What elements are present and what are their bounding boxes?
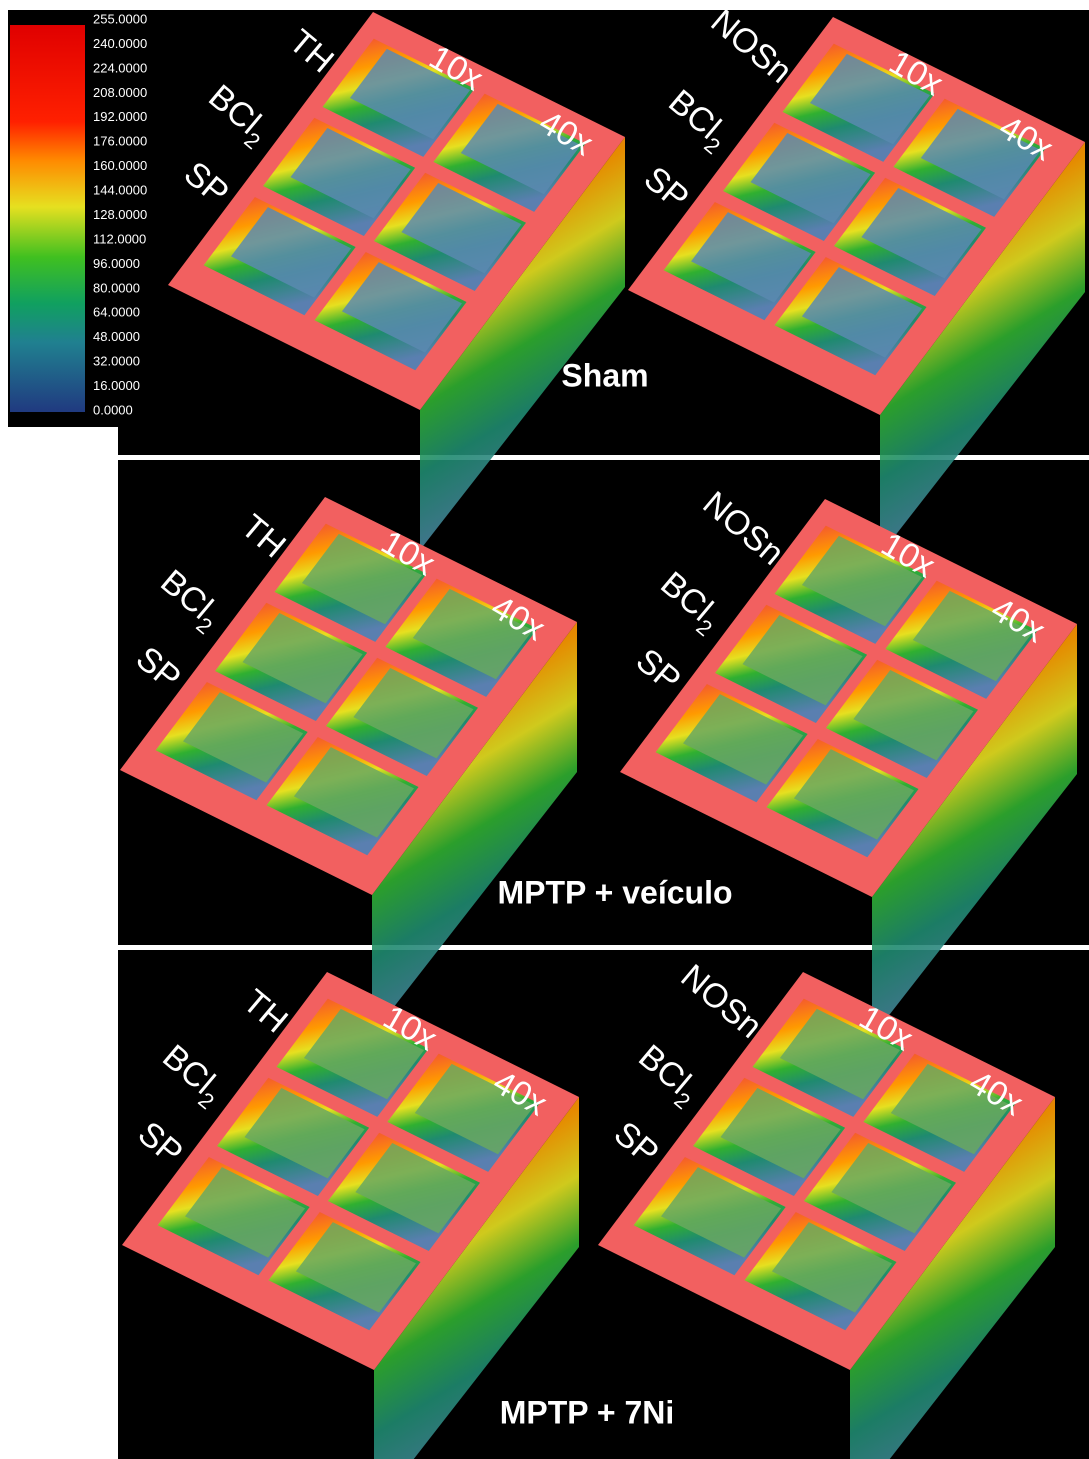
cell-floor — [301, 533, 422, 625]
plot-skirt — [880, 142, 1085, 555]
colorbar-label: 96.0000 — [93, 256, 140, 271]
panel-title: MPTP + veículo — [497, 874, 732, 910]
cell-floor — [831, 1143, 952, 1234]
cell-floor — [809, 53, 930, 145]
colorbar-label: 255.0000 — [93, 11, 147, 26]
colorbar-label: 48.0000 — [93, 329, 140, 344]
cell-floor — [355, 1143, 476, 1234]
colorbar — [10, 25, 85, 412]
cell-floor — [861, 188, 982, 279]
cell-floor — [853, 670, 974, 761]
cell-floor — [691, 212, 812, 303]
cell-floor — [720, 1088, 841, 1179]
cell-floor — [890, 1063, 1011, 1155]
colorbar-label: 0.0000 — [93, 402, 133, 417]
colorbar-label: 16.0000 — [93, 378, 140, 393]
cell-floor — [661, 1167, 782, 1258]
cell-floor — [185, 1167, 306, 1258]
colorbar-label: 224.0000 — [93, 60, 147, 75]
cell-floor — [779, 1008, 900, 1100]
cell-floor — [290, 128, 411, 219]
cell-floor — [793, 749, 914, 840]
cell-floor — [349, 48, 470, 140]
colorbar-label: 208.0000 — [93, 85, 147, 100]
colorbar-label: 240.0000 — [93, 36, 147, 51]
cell-floor — [414, 1063, 535, 1155]
cell-floor — [412, 588, 533, 680]
colorbar-label: 80.0000 — [93, 280, 140, 295]
cell-floor — [683, 694, 804, 785]
cell-floor — [293, 747, 414, 838]
cell-floor — [801, 267, 922, 358]
cell-floor — [303, 1008, 424, 1100]
cell-floor — [460, 103, 581, 195]
colorbar-label: 176.0000 — [93, 134, 147, 149]
cell-floor — [231, 207, 352, 298]
plot-skirt — [872, 624, 1077, 1037]
colorbar-label: 160.0000 — [93, 158, 147, 173]
plot-skirt — [420, 137, 625, 550]
cell-floor — [912, 590, 1033, 682]
plots: THBCl2SP10x40xNOSnBCl2SP10x40xShamTHBCl2… — [120, 2, 1085, 1459]
cell-floor — [920, 108, 1041, 200]
colorbar-label: 112.0000 — [93, 231, 146, 246]
cell-floor — [183, 692, 304, 783]
cell-floor — [242, 613, 363, 704]
colorbar-label: 32.0000 — [93, 354, 140, 369]
colorbar-label: 192.0000 — [93, 109, 147, 124]
cell-floor — [771, 1222, 892, 1313]
panel-title: Sham — [561, 357, 648, 393]
cell-floor — [801, 535, 922, 627]
colorbar-label: 64.0000 — [93, 305, 140, 320]
cell-floor — [742, 615, 863, 706]
cell-floor — [353, 668, 474, 759]
colorbar-label: 144.0000 — [93, 183, 147, 198]
cell-floor — [295, 1222, 416, 1313]
plot-skirt — [850, 1097, 1055, 1459]
panel-title: MPTP + 7Ni — [500, 1394, 675, 1430]
cell-floor — [244, 1088, 365, 1179]
plot-skirt — [374, 1097, 579, 1459]
cell-floor — [401, 183, 522, 274]
plot-skirt — [372, 622, 577, 1035]
cell-floor — [341, 262, 462, 353]
cell-floor — [750, 133, 871, 224]
colorbar-label: 128.0000 — [93, 207, 147, 222]
